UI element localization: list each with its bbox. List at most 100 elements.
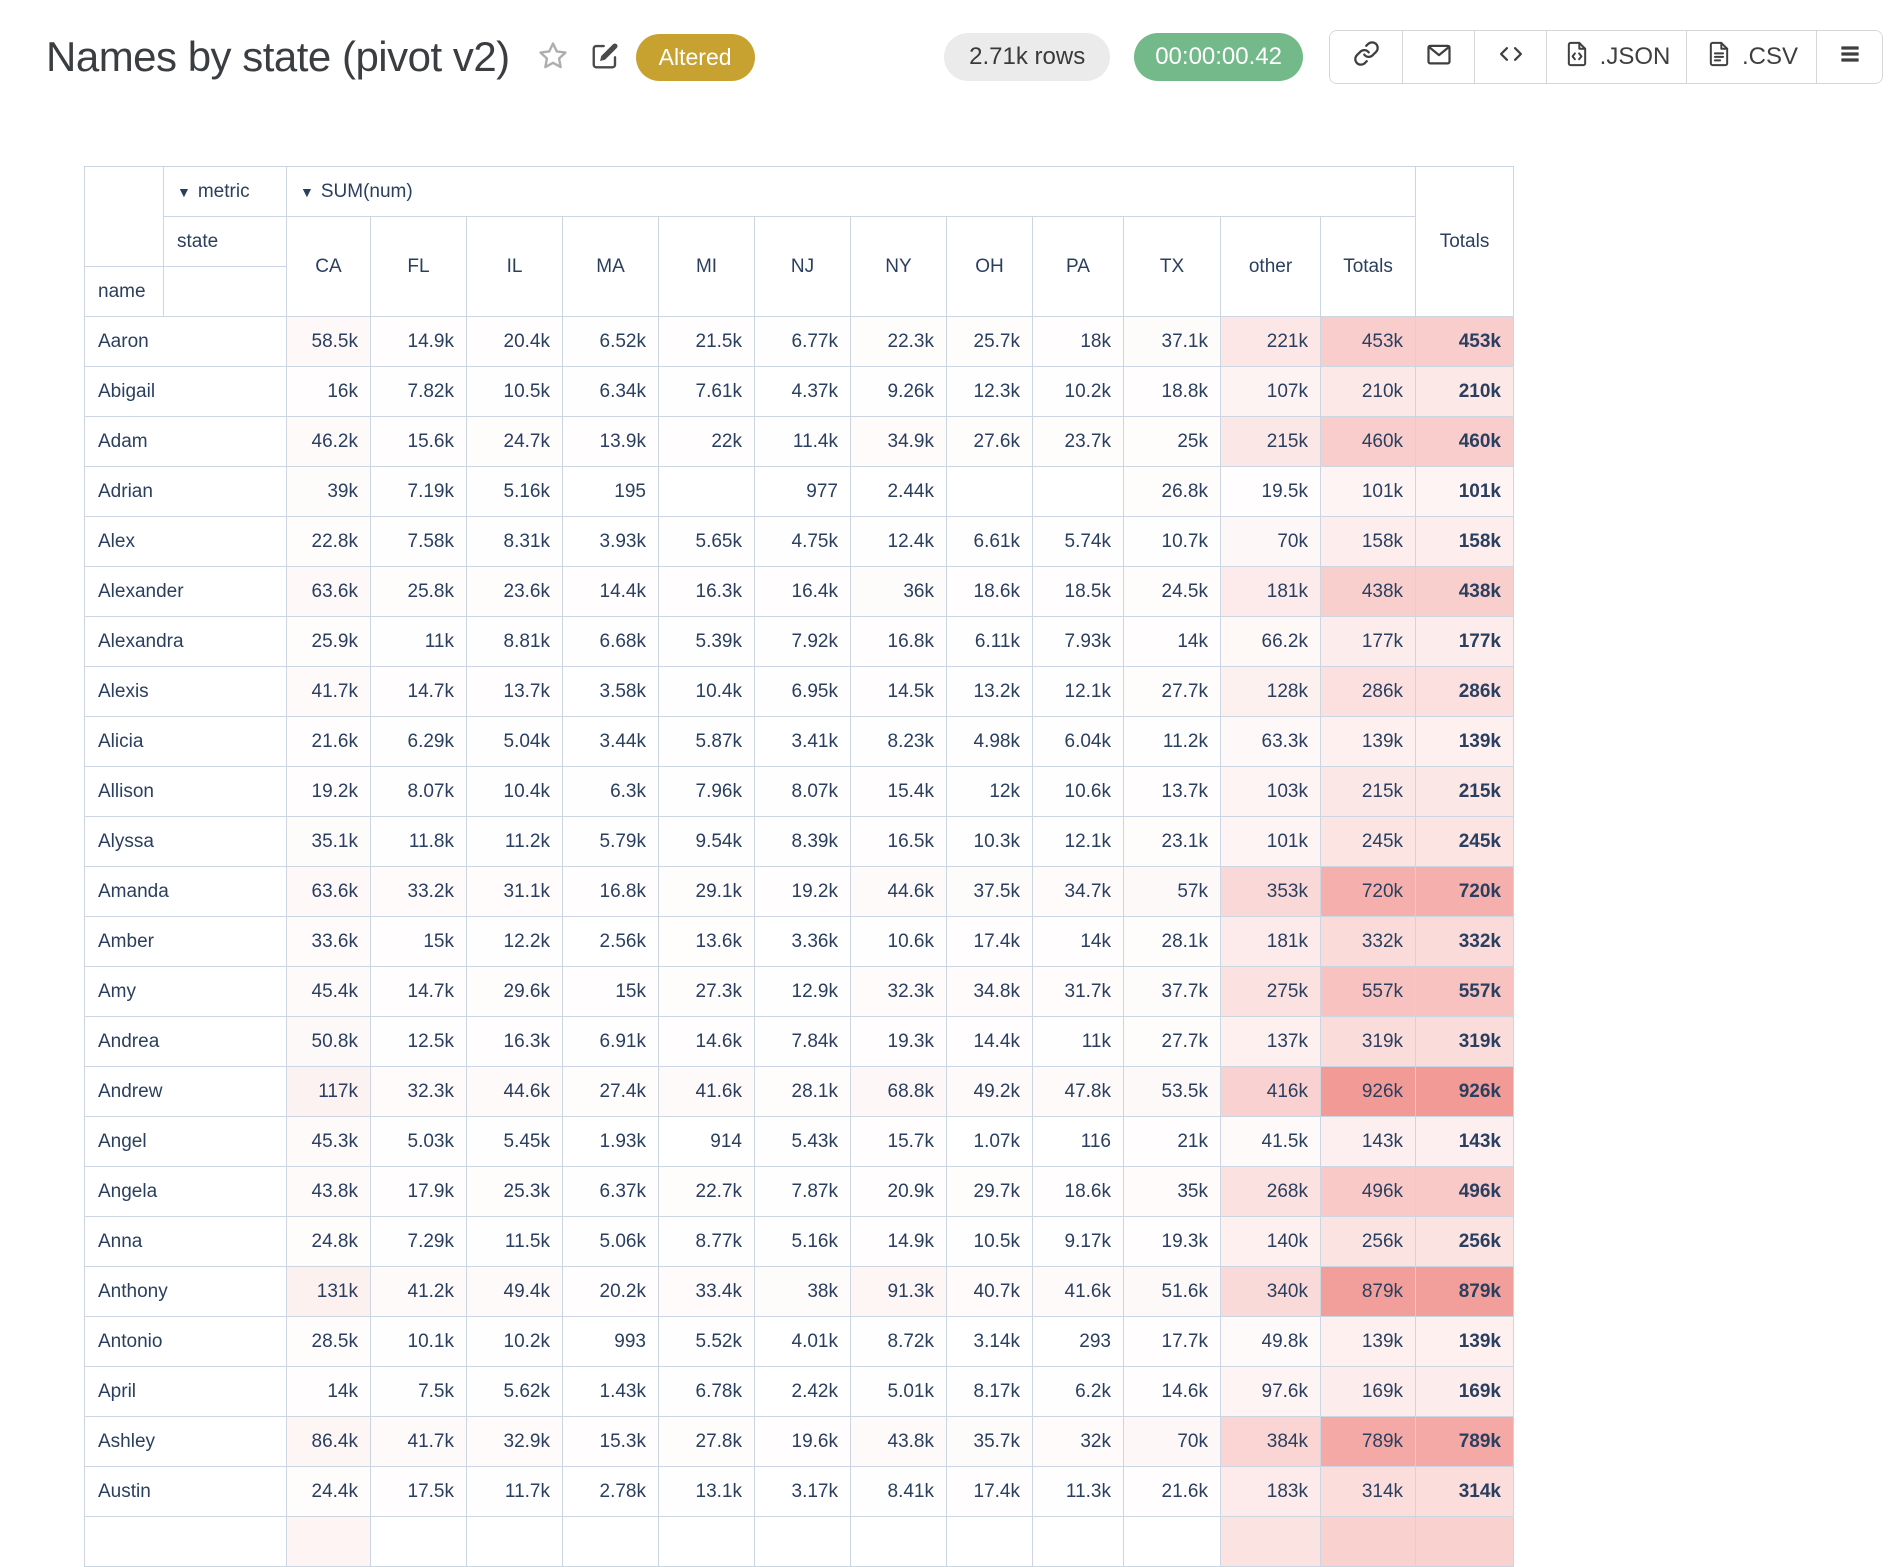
row-label: Abigail <box>84 366 287 417</box>
value-cell: 23.7k <box>1032 416 1124 467</box>
value-cell: 22.7k <box>658 1166 755 1217</box>
value-cell: 27.7k <box>1123 1016 1221 1067</box>
value-cell <box>754 1516 851 1567</box>
download-json-button[interactable]: .JSON <box>1546 31 1686 83</box>
value-cell: 4.01k <box>754 1316 851 1367</box>
email-report-button[interactable] <box>1402 31 1474 83</box>
mail-icon <box>1425 40 1453 75</box>
aggregator-dropdown-label: SUM(num) <box>320 180 413 202</box>
value-cell: 314k <box>1319 1466 1417 1517</box>
value-cell: 33.6k <box>286 916 371 967</box>
value-cell: 11k <box>1032 1016 1124 1067</box>
value-cell: 5.01k <box>850 1366 947 1417</box>
value-cell: 23.6k <box>466 566 563 617</box>
grand-totals-column-header: Totals <box>1415 166 1515 317</box>
value-cell: 4.37k <box>754 366 851 417</box>
value-cell: 49.2k <box>946 1066 1033 1117</box>
column-header-other: other <box>1220 216 1321 317</box>
row-grand-total-cell: 286k <box>1415 666 1515 717</box>
value-cell: 453k <box>1319 316 1417 367</box>
download-csv-button[interactable]: .CSV <box>1686 31 1816 83</box>
value-cell: 15.4k <box>850 766 947 817</box>
row-label: Alexander <box>84 566 287 617</box>
edit-title-button[interactable] <box>590 41 620 74</box>
table-row: Amber 33.6k 15k 12.2k 2.56k 13.6k 3.36k 10.6k 17… <box>84 916 1515 967</box>
more-options-button[interactable] <box>1816 31 1882 83</box>
value-cell: 44.6k <box>466 1066 563 1117</box>
value-cell <box>658 1516 755 1567</box>
table-row: Aaron 58.5k 14.9k 20.4k 6.52k 21.5k 6.77k 22.3k… <box>84 316 1515 367</box>
value-cell: 6.04k <box>1032 716 1124 767</box>
value-cell: 18.5k <box>1032 566 1124 617</box>
value-cell: 25.9k <box>286 616 371 667</box>
row-label: Aaron <box>84 316 287 367</box>
column-header-totals: Totals <box>1319 216 1417 317</box>
value-cell: 7.58k <box>370 516 467 567</box>
value-cell: 16.8k <box>562 866 659 917</box>
value-cell: 27.6k <box>946 416 1033 467</box>
aggregator-dropdown[interactable]: ▼ SUM(num) <box>285 166 1417 217</box>
table-row: Abigail 16k 7.82k 10.5k 6.34k 7.61k 4.37k 9.26k… <box>84 366 1515 417</box>
value-cell: 43.8k <box>286 1166 371 1217</box>
value-cell: 22.8k <box>286 516 371 567</box>
value-cell: 10.5k <box>466 366 563 417</box>
value-cell: 49.4k <box>466 1266 563 1317</box>
value-cell: 1.43k <box>562 1366 659 1417</box>
value-cell: 25.8k <box>370 566 467 617</box>
value-cell: 557k <box>1319 966 1417 1017</box>
value-cell: 103k <box>1220 766 1321 817</box>
value-cell: 13.9k <box>562 416 659 467</box>
metric-dropdown[interactable]: ▼ metric <box>163 166 287 217</box>
row-grand-total-cell: 139k <box>1415 716 1515 767</box>
pivot-blank-cell <box>163 266 287 317</box>
value-cell: 34.9k <box>850 416 947 467</box>
favorite-star-button[interactable] <box>536 39 570 76</box>
value-cell: 41.7k <box>286 666 371 717</box>
value-cell: 14k <box>1123 616 1221 667</box>
value-cell: 131k <box>286 1266 371 1317</box>
value-cell: 15.3k <box>562 1416 659 1467</box>
value-cell: 7.92k <box>754 616 851 667</box>
status-badge: Altered <box>635 33 755 81</box>
value-cell: 3.58k <box>562 666 659 717</box>
value-cell: 18.6k <box>1032 1166 1124 1217</box>
value-cell: 221k <box>1220 316 1321 367</box>
value-cell: 39k <box>286 466 371 517</box>
value-cell: 12.3k <box>946 366 1033 417</box>
value-cell: 6.78k <box>658 1366 755 1417</box>
row-label: Austin <box>84 1466 287 1517</box>
value-cell: 183k <box>1220 1466 1321 1517</box>
value-cell: 8.23k <box>850 716 947 767</box>
value-cell: 332k <box>1319 916 1417 967</box>
row-label: Angela <box>84 1166 287 1217</box>
row-label: Amber <box>84 916 287 967</box>
table-row: Angel 45.3k 5.03k 5.45k 1.93k 914 5.43k 15.7k 1.… <box>84 1116 1515 1167</box>
value-cell: 35.1k <box>286 816 371 867</box>
value-cell: 14.6k <box>1123 1366 1221 1417</box>
row-label: Amanda <box>84 866 287 917</box>
value-cell: 128k <box>1220 666 1321 717</box>
value-cell: 14k <box>286 1366 371 1417</box>
value-cell: 5.16k <box>466 466 563 517</box>
value-cell: 275k <box>1220 966 1321 1017</box>
value-cell: 17.4k <box>946 916 1033 967</box>
share-link-button[interactable] <box>1330 31 1402 83</box>
row-grand-total-cell: 460k <box>1415 416 1515 467</box>
value-cell: 47.8k <box>1032 1066 1124 1117</box>
value-cell: 2.42k <box>754 1366 851 1417</box>
value-cell: 10.5k <box>946 1216 1033 1267</box>
value-cell: 17.4k <box>946 1466 1033 1517</box>
row-grand-total-cell: 720k <box>1415 866 1515 917</box>
value-cell: 86.4k <box>286 1416 371 1467</box>
row-grand-total-cell: 314k <box>1415 1466 1515 1517</box>
value-cell: 879k <box>1319 1266 1417 1317</box>
embed-code-button[interactable] <box>1474 31 1546 83</box>
value-cell: 37.7k <box>1123 966 1221 1017</box>
value-cell <box>286 1516 371 1567</box>
column-header-ma: MA <box>562 216 659 317</box>
value-cell: 5.52k <box>658 1316 755 1367</box>
value-cell: 438k <box>1319 566 1417 617</box>
row-label: Alyssa <box>84 816 287 867</box>
value-cell: 12.2k <box>466 916 563 967</box>
table-row-cutoff <box>84 1516 1515 1567</box>
